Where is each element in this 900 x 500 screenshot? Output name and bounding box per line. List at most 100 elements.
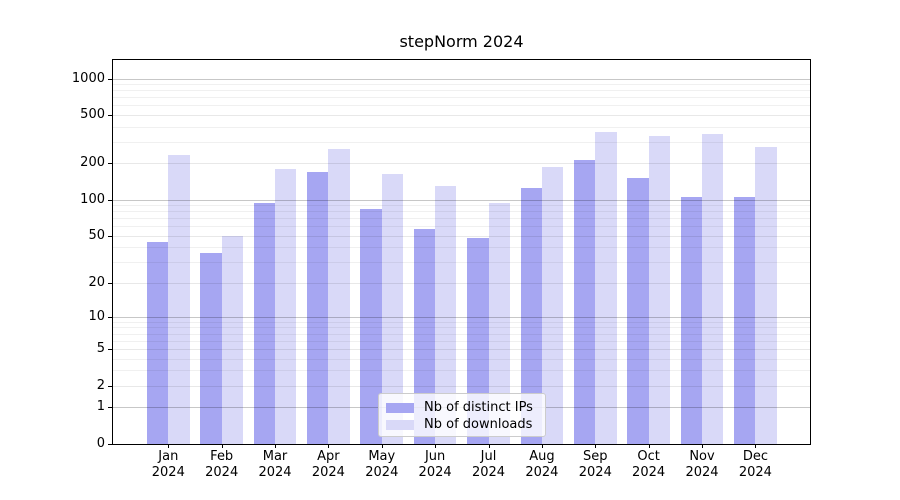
bar-distinct-ips-jun bbox=[413, 228, 436, 444]
gridline-y-100 bbox=[113, 199, 810, 201]
bar-downloads-jan bbox=[168, 155, 190, 444]
y-tick-label-50: 50 bbox=[88, 227, 105, 243]
gridline-y-700 bbox=[113, 97, 810, 99]
gridline-y-300 bbox=[113, 142, 810, 143]
legend: Nb of distinct IPs Nb of downloads bbox=[378, 393, 546, 437]
y-tick-100 bbox=[108, 199, 112, 201]
y-tick-200 bbox=[108, 163, 112, 165]
gridline-y-200 bbox=[113, 163, 810, 165]
legend-entry-downloads: Nb of downloads bbox=[386, 416, 545, 433]
gridline-y-1000 bbox=[113, 78, 810, 80]
gridline-y-800 bbox=[113, 90, 810, 92]
x-tick-label-oct: Oct 2024 bbox=[632, 449, 666, 480]
y-tick-0 bbox=[108, 443, 112, 445]
x-tick-label-jul: Jul 2024 bbox=[471, 449, 506, 480]
gridline-y-8 bbox=[113, 327, 810, 329]
gridline-y-6 bbox=[113, 340, 810, 342]
bar-distinct-ips-sep bbox=[573, 160, 596, 444]
gridline-y-10 bbox=[113, 316, 810, 318]
x-tick-jul bbox=[488, 444, 490, 448]
y-tick-20 bbox=[108, 282, 112, 284]
gridline-y-3 bbox=[113, 370, 810, 372]
bar-downloads-sep bbox=[595, 132, 617, 444]
gridline-y-50 bbox=[113, 235, 810, 237]
gridline-y-9 bbox=[113, 321, 810, 323]
bar-distinct-ips-jan bbox=[146, 241, 169, 444]
y-tick-label-500: 500 bbox=[80, 107, 105, 123]
bar-distinct-ips-dec bbox=[734, 196, 756, 444]
bar-downloads-dec bbox=[755, 147, 777, 444]
gridline-y-20 bbox=[113, 282, 810, 284]
x-tick-label-jun: Jun 2024 bbox=[418, 449, 452, 480]
gridline-y-900 bbox=[113, 84, 810, 86]
y-tick-500 bbox=[108, 115, 112, 117]
y-tick-2 bbox=[108, 385, 112, 387]
bar-downloads-jul bbox=[488, 202, 510, 444]
x-tick-aug bbox=[541, 444, 543, 448]
plot-area: Nb of distinct IPs Nb of downloads bbox=[112, 59, 811, 445]
bar-downloads-aug bbox=[541, 166, 564, 444]
y-tick-label-10: 10 bbox=[88, 308, 105, 324]
y-tick-1000 bbox=[108, 78, 112, 80]
gridline-y-90 bbox=[113, 205, 810, 207]
x-tick-label-dec: Dec 2024 bbox=[738, 449, 772, 480]
gridline-y-4 bbox=[113, 358, 810, 360]
gridline-y-40 bbox=[113, 247, 810, 249]
legend-label-downloads: Nb of downloads bbox=[424, 416, 533, 432]
x-tick-label-sep: Sep 2024 bbox=[578, 449, 612, 480]
y-tick-label-1000: 1000 bbox=[71, 70, 105, 86]
x-tick-apr bbox=[328, 444, 330, 448]
legend-swatch-downloads bbox=[386, 419, 414, 430]
legend-label-distinct-ips: Nb of distinct IPs bbox=[424, 399, 533, 415]
y-tick-label-1: 1 bbox=[96, 398, 105, 414]
x-tick-nov bbox=[702, 444, 703, 448]
gridline-y-600 bbox=[113, 105, 810, 107]
gridline-y-70 bbox=[113, 218, 810, 220]
x-tick-label-apr: Apr 2024 bbox=[311, 449, 345, 480]
x-tick-label-may: May 2024 bbox=[365, 449, 399, 480]
x-tick-label-jan: Jan 2024 bbox=[151, 449, 185, 480]
chart-title: stepNorm 2024 bbox=[399, 32, 524, 51]
gridline-y-2 bbox=[113, 385, 810, 387]
gridline-y-80 bbox=[113, 211, 810, 213]
y-tick-label-200: 200 bbox=[80, 155, 105, 171]
bar-distinct-ips-may bbox=[360, 208, 382, 444]
bar-downloads-nov bbox=[702, 133, 724, 444]
bar-distinct-ips-apr bbox=[307, 172, 329, 444]
y-tick-label-5: 5 bbox=[96, 340, 105, 356]
x-tick-label-mar: Mar 2024 bbox=[258, 449, 292, 480]
bar-downloads-feb bbox=[221, 236, 244, 444]
bar-distinct-ips-mar bbox=[253, 202, 276, 444]
x-tick-mar bbox=[275, 444, 276, 448]
x-tick-dec bbox=[755, 444, 757, 448]
x-tick-sep bbox=[595, 444, 597, 448]
gridline-y-60 bbox=[113, 226, 810, 228]
x-tick-oct bbox=[648, 444, 650, 448]
y-tick-label-20: 20 bbox=[88, 274, 105, 290]
bar-distinct-ips-nov bbox=[680, 196, 702, 444]
bar-distinct-ips-feb bbox=[200, 253, 222, 444]
x-tick-feb bbox=[221, 444, 223, 448]
legend-swatch-distinct-ips bbox=[386, 402, 414, 413]
x-tick-label-aug: Aug 2024 bbox=[525, 449, 559, 480]
x-tick-may bbox=[381, 444, 383, 448]
gridline-y-500 bbox=[113, 115, 810, 117]
y-tick-1 bbox=[108, 406, 112, 408]
y-tick-label-100: 100 bbox=[80, 191, 105, 207]
x-tick-jan bbox=[168, 444, 170, 448]
gridline-y-7 bbox=[113, 333, 810, 335]
y-tick-50 bbox=[108, 235, 112, 237]
x-tick-jun bbox=[435, 444, 437, 448]
y-tick-5 bbox=[108, 348, 112, 350]
bar-downloads-may bbox=[381, 173, 404, 444]
gridline-y-5 bbox=[113, 348, 810, 350]
y-tick-10 bbox=[108, 316, 112, 318]
bar-downloads-oct bbox=[648, 136, 670, 444]
x-tick-label-feb: Feb 2024 bbox=[205, 449, 239, 480]
bar-distinct-ips-oct bbox=[627, 177, 649, 444]
x-tick-label-nov: Nov 2024 bbox=[685, 449, 719, 480]
bar-downloads-mar bbox=[275, 168, 297, 444]
bar-downloads-jun bbox=[435, 186, 457, 444]
y-tick-label-2: 2 bbox=[96, 377, 105, 393]
bar-distinct-ips-jul bbox=[467, 238, 489, 444]
